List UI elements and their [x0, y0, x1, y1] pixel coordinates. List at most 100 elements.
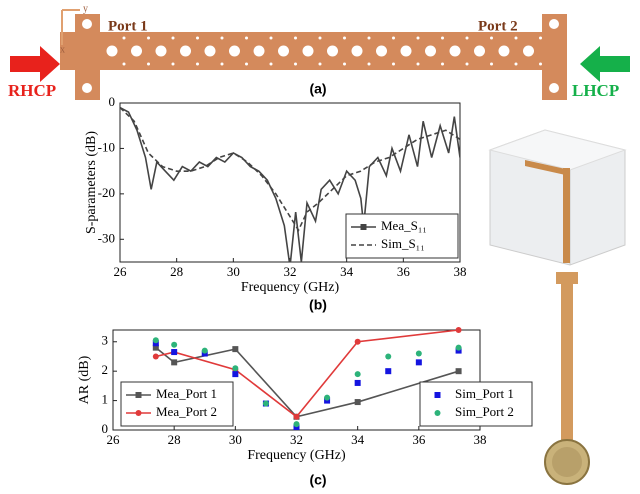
via [221, 63, 224, 66]
marker [456, 368, 462, 374]
x-axis-title: Frequency (GHz) [241, 280, 340, 295]
via [392, 37, 395, 40]
legend-label: Mea_Port 2 [156, 404, 217, 419]
marker [232, 371, 238, 377]
x-tick-label: 36 [412, 432, 426, 447]
marker [202, 348, 208, 354]
via [319, 63, 322, 66]
hole [180, 46, 191, 57]
hole [376, 46, 387, 57]
marker [385, 368, 391, 374]
x-tick-label: 28 [168, 432, 181, 447]
marker [416, 351, 422, 357]
marker [456, 327, 462, 333]
via [319, 37, 322, 40]
via [539, 37, 542, 40]
y-tick-label: 2 [102, 362, 109, 377]
hole [474, 46, 485, 57]
x-axis-title: Frequency (GHz) [247, 448, 346, 463]
marker [136, 392, 142, 398]
via [270, 63, 273, 66]
via [172, 63, 175, 66]
y-tick-label: 1 [102, 392, 109, 407]
via [343, 37, 346, 40]
via [221, 37, 224, 40]
hole [401, 46, 412, 57]
x-tick-label: 38 [474, 432, 487, 447]
axis-label: x [60, 44, 65, 55]
hole [156, 46, 167, 57]
via [172, 37, 175, 40]
x-tick-label: 30 [229, 432, 242, 447]
port-label: Port 1 [108, 18, 148, 34]
hole [205, 46, 216, 57]
legend-label: Sim_Port 1 [455, 386, 514, 401]
hole [499, 46, 510, 57]
marker [153, 353, 159, 359]
rhcp-label: RHCP [8, 81, 56, 100]
marker [232, 365, 238, 371]
antenna-drawing: y x Port 1 Port 2 RHCP LHCP (a) [8, 3, 630, 100]
port-label: Port 2 [478, 18, 518, 34]
y-tick-label: 3 [102, 333, 109, 348]
y-tick-label: -10 [98, 139, 115, 154]
via [294, 63, 297, 66]
via [515, 63, 518, 66]
via [270, 37, 273, 40]
y-tick-label: 0 [109, 94, 116, 109]
marker [355, 399, 361, 405]
y-axis-title: S-parameters (dB) [84, 131, 99, 234]
legend-label: Mea_Port 1 [156, 386, 217, 401]
via [441, 37, 444, 40]
via [466, 37, 469, 40]
x-tick-label: 38 [454, 264, 467, 279]
hole [523, 46, 534, 57]
via [441, 63, 444, 66]
via [392, 63, 395, 66]
marker [361, 224, 367, 230]
panel-label: (c) [309, 472, 326, 488]
x-tick-label: 32 [284, 264, 297, 279]
x-tick-label: 32 [290, 432, 303, 447]
marker [435, 410, 441, 416]
axis-label: y [83, 3, 88, 14]
via [294, 37, 297, 40]
via [490, 63, 493, 66]
via [515, 37, 518, 40]
via [417, 63, 420, 66]
hole [549, 19, 559, 29]
y-tick-label: -20 [98, 185, 115, 200]
marker [416, 359, 422, 365]
via [466, 63, 469, 66]
panel-label: (a) [309, 81, 326, 97]
hole [450, 46, 461, 57]
marker [232, 346, 238, 352]
legend-label: Sim_Port 2 [455, 404, 514, 419]
via [196, 63, 199, 66]
hole [549, 83, 559, 93]
hole [278, 46, 289, 57]
legend-label: Mea_S₁₁ [381, 218, 427, 233]
marker [171, 359, 177, 365]
via [245, 37, 248, 40]
hole [352, 46, 363, 57]
x-tick-label: 28 [170, 264, 183, 279]
via [343, 63, 346, 66]
via [123, 37, 126, 40]
lhcp-label: LHCP [572, 81, 619, 100]
hole [82, 19, 92, 29]
via [368, 37, 371, 40]
legend-label: Sim_S₁₁ [381, 236, 425, 251]
y-axis-title: AR (dB) [77, 355, 92, 404]
hole [327, 46, 338, 57]
marker [355, 371, 361, 377]
hole [229, 46, 240, 57]
x-tick-label: 34 [340, 264, 354, 279]
via [368, 63, 371, 66]
via [196, 37, 199, 40]
x-tick-label: 30 [227, 264, 240, 279]
via [539, 63, 542, 66]
arrow-rhcp [10, 46, 60, 82]
x-tick-label: 26 [114, 264, 128, 279]
photo-cube [490, 130, 625, 265]
